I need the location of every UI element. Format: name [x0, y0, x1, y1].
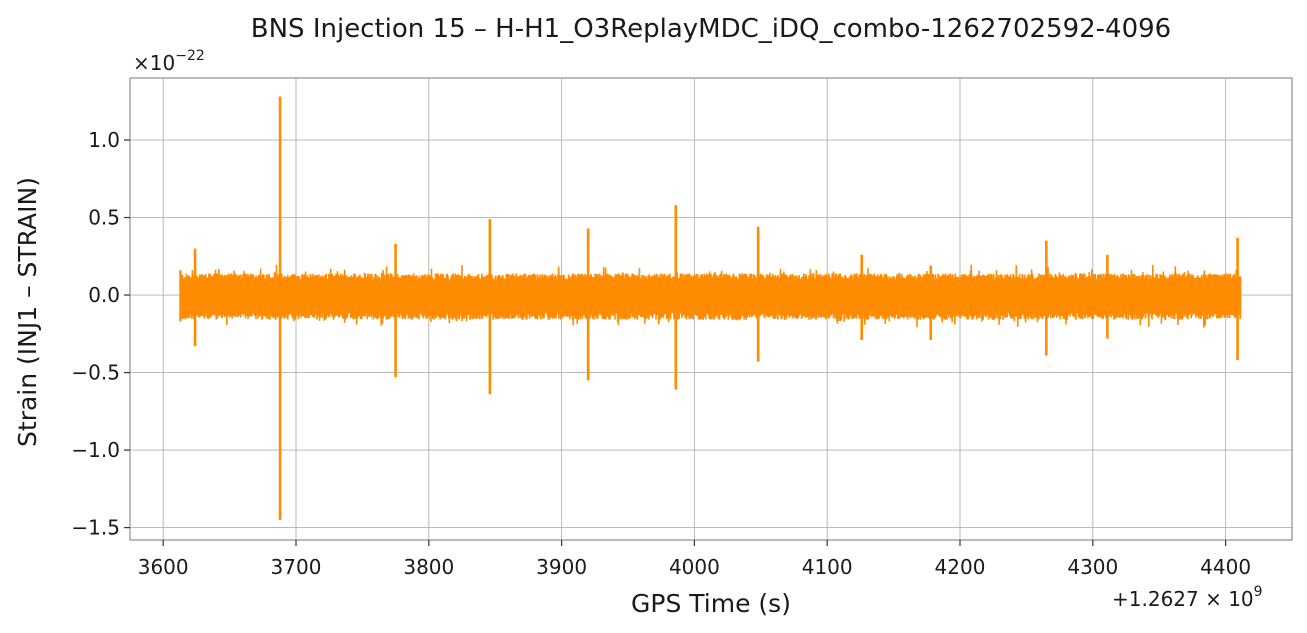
plot-frame — [129, 77, 1293, 541]
x-offset-exponent: 9 — [1254, 584, 1263, 600]
y-multiplier-base: ×10 — [133, 51, 175, 75]
x-offset: +1.2627 × 109 — [1112, 584, 1263, 611]
x-axis-ticks: 3600 3700 3800 3900 4000 4100 4200 4300 4400 — [138, 540, 1251, 579]
y-tick-label: −1.0 — [71, 438, 120, 462]
chart-title: BNS Injection 15 – H-H1_O3ReplayMDC_iDQ_… — [251, 14, 1171, 44]
x-tick-label: 3600 — [138, 555, 189, 579]
y-multiplier-exponent: −22 — [175, 48, 205, 64]
y-tick-label: −1.5 — [71, 516, 120, 540]
strain-series — [179, 96, 1242, 520]
x-tick-label: 4200 — [935, 555, 986, 579]
x-tick-label: 4100 — [802, 555, 853, 579]
x-offset-base: +1.2627 × 10 — [1112, 587, 1254, 611]
x-axis-label: GPS Time (s) — [631, 589, 791, 618]
x-tick-label: 3800 — [403, 555, 454, 579]
y-axis-ticks: −1.5 −1.0 −0.5 0.0 0.5 1.0 — [71, 128, 130, 540]
y-axis-label: Strain (INJ1 – STRAIN) — [13, 177, 42, 447]
x-tick-label: 3700 — [271, 555, 322, 579]
y-tick-label: 0.0 — [88, 283, 120, 307]
y-tick-label: 0.5 — [88, 206, 120, 230]
x-tick-label: 3900 — [536, 555, 587, 579]
noise-core — [180, 279, 1241, 313]
x-tick-label: 4300 — [1067, 555, 1118, 579]
y-tick-label: 1.0 — [88, 128, 120, 152]
y-tick-label: −0.5 — [71, 361, 120, 385]
y-multiplier: ×10−22 — [133, 48, 205, 75]
x-tick-label: 4400 — [1200, 555, 1251, 579]
x-tick-label: 4000 — [669, 555, 720, 579]
